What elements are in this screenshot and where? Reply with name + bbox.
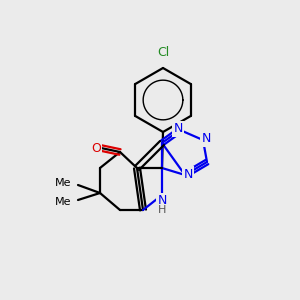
Text: Me: Me <box>55 197 71 207</box>
Text: O: O <box>91 142 101 154</box>
Text: Me: Me <box>55 178 71 188</box>
Text: Cl: Cl <box>157 46 169 59</box>
Text: N: N <box>183 167 193 181</box>
Text: H: H <box>158 205 166 215</box>
Text: N: N <box>173 122 183 136</box>
Text: N: N <box>157 194 167 208</box>
Text: N: N <box>201 133 211 146</box>
